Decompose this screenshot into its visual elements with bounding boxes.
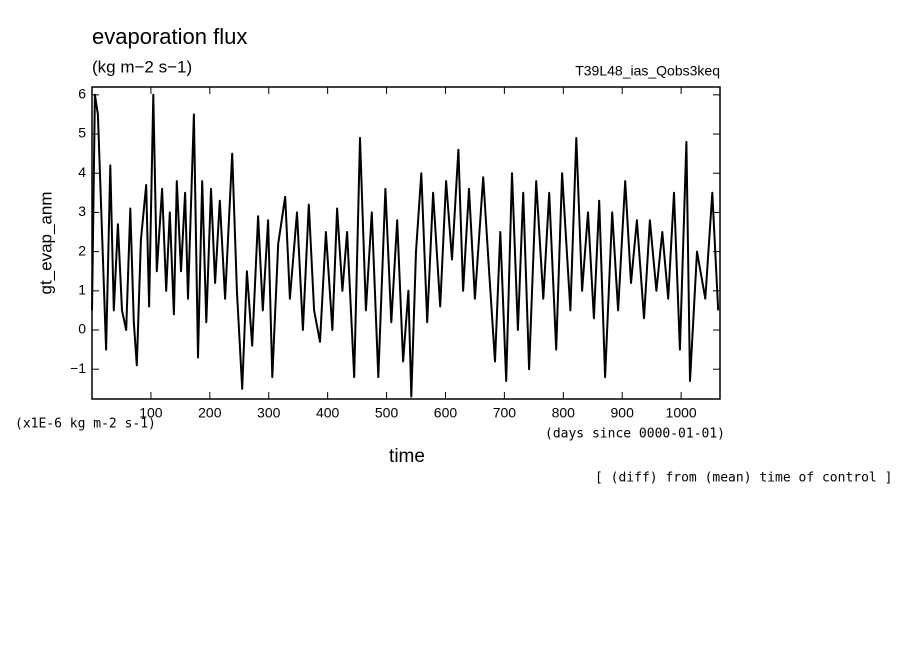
x-axis-label: time [389, 446, 425, 467]
chart-title: evaporation flux [92, 24, 247, 49]
x-tick-label: 900 [611, 405, 635, 421]
y-tick-label: 4 [78, 164, 86, 180]
y-tick-label: 6 [78, 86, 86, 102]
x-tick-label: 200 [198, 405, 222, 421]
x-tick-label: 600 [434, 405, 458, 421]
y-unit: (x1E-6 kg m-2 s-1) [15, 417, 156, 432]
x-tick-label: 400 [316, 405, 340, 421]
x-tick-label: 300 [257, 405, 281, 421]
x-tick-label: 700 [493, 405, 517, 421]
y-tick-label: 0 [78, 321, 86, 337]
y-tick-label: 2 [78, 242, 86, 258]
y-tick-label: 3 [78, 203, 86, 219]
x-tick-label: 100 [139, 405, 163, 421]
chart-subtitle: (kg m−2 s−1) [92, 57, 192, 76]
y-axis-label: gt_evap_anm [36, 191, 55, 294]
y-tick-label: −1 [70, 360, 86, 376]
data-line [91, 93, 720, 398]
x-tick-label: 500 [375, 405, 399, 421]
y-tick-label: 5 [78, 125, 86, 141]
x-unit: (days since 0000-01-01) [545, 427, 725, 442]
note: [ (diff) from (mean) time of control ] [595, 471, 892, 486]
x-tick-label: 800 [552, 405, 576, 421]
run-label: T39L48_ias_Qobs3keq [575, 63, 720, 79]
x-tick-label: 1000 [666, 405, 697, 421]
y-tick-label: 1 [78, 282, 86, 298]
